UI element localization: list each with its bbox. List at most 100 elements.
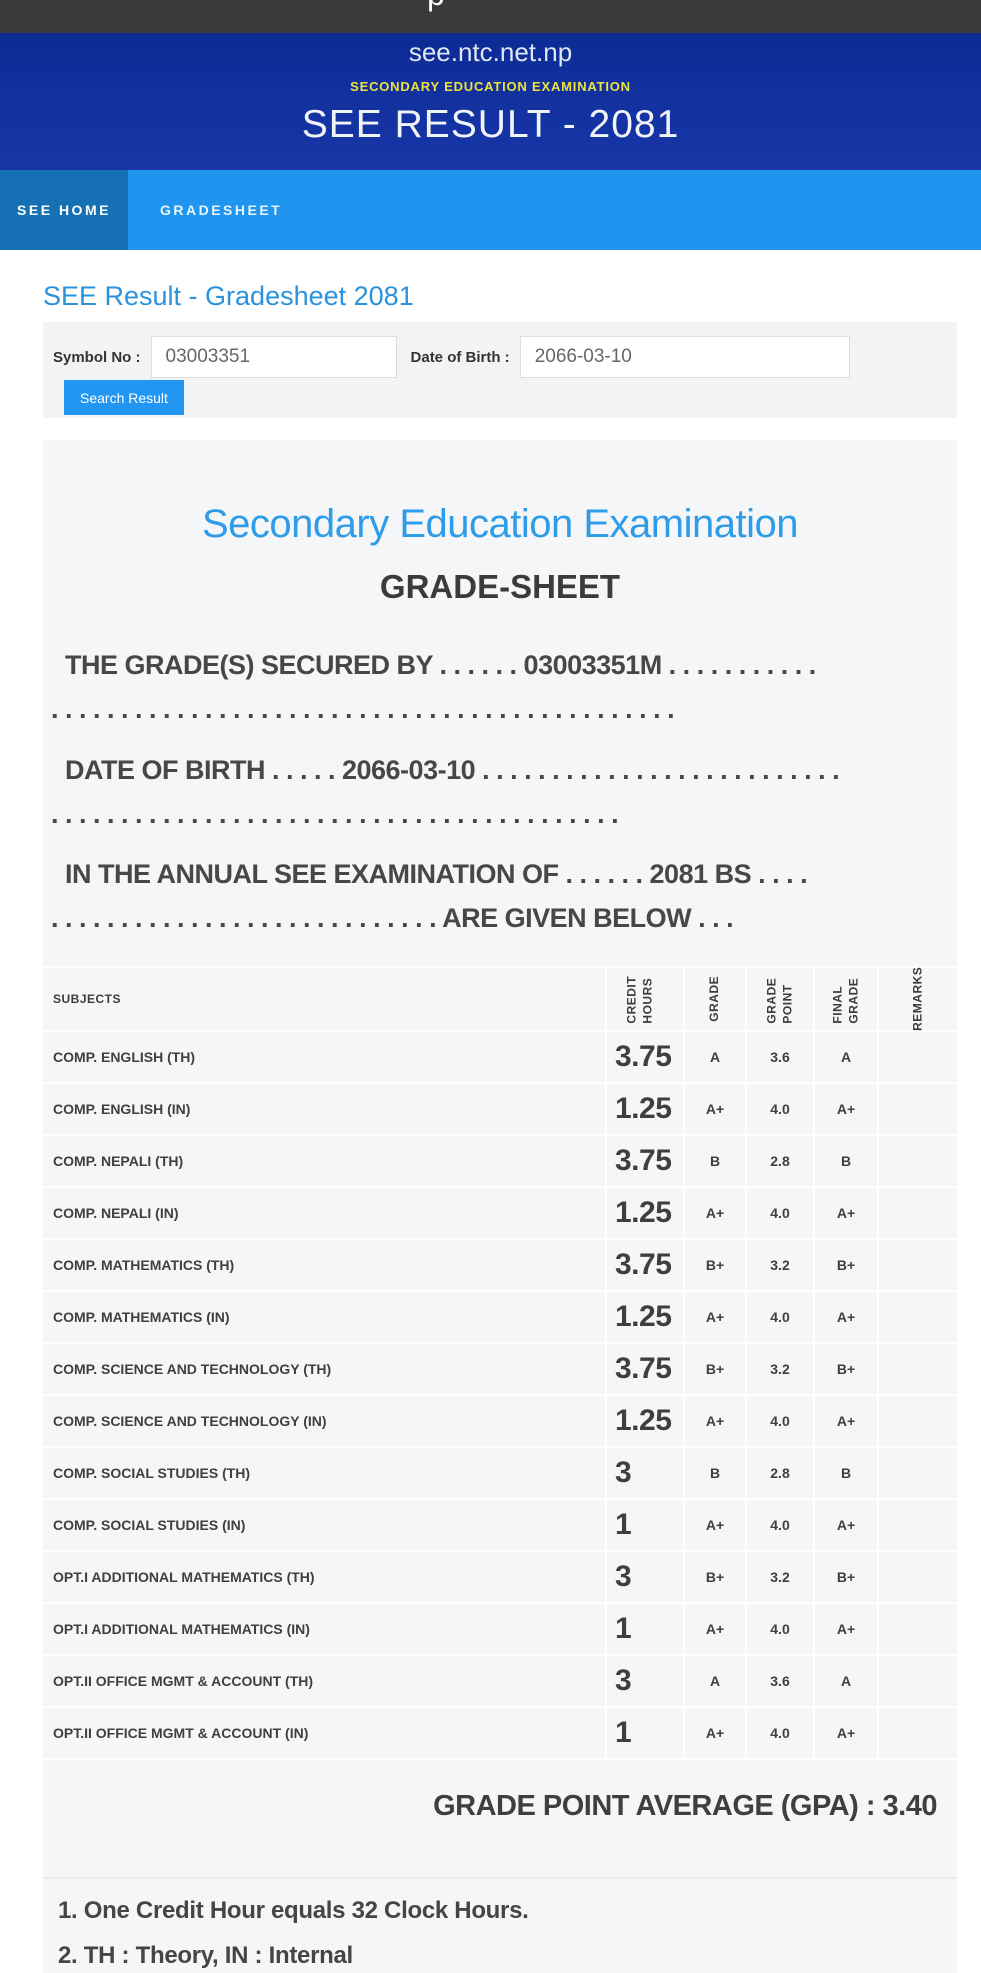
cell-grade: A+ [683, 1188, 745, 1238]
site-title: SEE RESULT - 2081 [301, 103, 680, 146]
nav-tab-see-home[interactable]: SEE HOME [0, 170, 128, 250]
cell-credit-hours: 3.75 [605, 1136, 683, 1186]
cell-subject: COMP. ENGLISH (TH) [53, 1049, 196, 1065]
top-status-bar: p [0, 0, 981, 33]
cell-credit-hours: 3 [605, 1552, 683, 1602]
site-subtitle: SECONDARY EDUCATION EXAMINATION [350, 79, 631, 94]
cell-credit-hours: 1.25 [605, 1084, 683, 1134]
footnotes: 1. One Credit Hour equals 32 Clock Hours… [58, 1888, 529, 1973]
cell-grade-point: 4.0 [745, 1604, 813, 1654]
table-body: COMP. ENGLISH (TH) 3.75 A 3.6 A COMP. EN… [43, 1032, 957, 1760]
cell-grade: A+ [683, 1708, 745, 1758]
table-row: COMP. MATHEMATICS (TH) 3.75 B+ 3.2 B+ [43, 1240, 957, 1292]
table-row: OPT.II OFFICE MGMT & ACCOUNT (TH) 3 A 3.… [43, 1656, 957, 1708]
clipped-page-title-text: p [427, 0, 445, 13]
cell-subject: COMP. SOCIAL STUDIES (IN) [53, 1517, 246, 1533]
cell-grade-point: 3.6 [745, 1656, 813, 1706]
table-row: COMP. NEPALI (IN) 1.25 A+ 4.0 A+ [43, 1188, 957, 1240]
cell-subject: OPT.II OFFICE MGMT & ACCOUNT (TH) [53, 1673, 314, 1689]
cell-grade: B [683, 1448, 745, 1498]
date-of-birth-line: DATE OF BIRTH . . . . . 2066-03-10 . . .… [51, 755, 840, 829]
gradesheet-panel: Secondary Education Examination GRADE-SH… [43, 440, 957, 1973]
cell-subject: COMP. ENGLISH (IN) [53, 1101, 191, 1117]
cell-grade: A [683, 1032, 745, 1082]
table-row: OPT.I ADDITIONAL MATHEMATICS (IN) 1 A+ 4… [43, 1604, 957, 1656]
cell-grade: A+ [683, 1292, 745, 1342]
date-of-birth-input[interactable] [519, 336, 850, 378]
cell-subject: COMP. NEPALI (TH) [53, 1153, 184, 1169]
cell-credit-hours: 3.75 [605, 1344, 683, 1394]
cell-credit-hours: 3 [605, 1448, 683, 1498]
header-grade-point: GRADE POINT [745, 968, 813, 1030]
header-grade: GRADE [683, 968, 745, 1030]
table-row: OPT.I ADDITIONAL MATHEMATICS (TH) 3 B+ 3… [43, 1552, 957, 1604]
cell-credit-hours: 3.75 [605, 1032, 683, 1082]
cell-remarks [877, 1032, 957, 1082]
cell-final-grade: A+ [813, 1708, 877, 1758]
cell-grade-point: 3.6 [745, 1032, 813, 1082]
cell-subject: COMP. SOCIAL STUDIES (TH) [53, 1465, 251, 1481]
cell-credit-hours: 1.25 [605, 1292, 683, 1342]
cell-remarks [877, 1604, 957, 1654]
page-title: SEE Result - Gradesheet 2081 [43, 281, 414, 311]
table-row: OPT.II OFFICE MGMT & ACCOUNT (IN) 1 A+ 4… [43, 1708, 957, 1760]
cell-remarks [877, 1292, 957, 1342]
cell-grade-point: 2.8 [745, 1448, 813, 1498]
cell-grade: B+ [683, 1552, 745, 1602]
cell-remarks [877, 1448, 957, 1498]
header-remarks: REMARKS [877, 967, 957, 1031]
cell-grade: A+ [683, 1396, 745, 1446]
cell-grade-point: 3.2 [745, 1552, 813, 1602]
cell-grade-point: 4.0 [745, 1500, 813, 1550]
cell-credit-hours: 1 [605, 1708, 683, 1758]
table-row: COMP. ENGLISH (IN) 1.25 A+ 4.0 A+ [43, 1084, 957, 1136]
cell-grade-point: 3.2 [745, 1344, 813, 1394]
nav-tab-gradesheet[interactable]: GRADESHEET [160, 202, 283, 218]
cell-grade: B+ [683, 1344, 745, 1394]
cell-remarks [877, 1084, 957, 1134]
table-row: COMP. SOCIAL STUDIES (IN) 1 A+ 4.0 A+ [43, 1500, 957, 1552]
cell-final-grade: A+ [813, 1188, 877, 1238]
board-name-heading: Secondary Education Examination [202, 502, 798, 546]
grades-table: SUBJECTS CREDIT HOURS GRADE GRADE POINT … [43, 966, 957, 1760]
exam-year-line: IN THE ANNUAL SEE EXAMINATION OF . . . .… [51, 859, 808, 933]
date-of-birth-label: Date of Birth : [410, 348, 510, 366]
gradesheet-title: GRADE-SHEET [379, 568, 621, 605]
cell-grade-point: 4.0 [745, 1292, 813, 1342]
search-result-button[interactable]: Search Result [64, 380, 184, 415]
cell-credit-hours: 1.25 [605, 1396, 683, 1446]
cell-grade: A+ [683, 1500, 745, 1550]
cell-grade: A+ [683, 1604, 745, 1654]
cell-final-grade: B [813, 1448, 877, 1498]
cell-grade-point: 4.0 [745, 1084, 813, 1134]
site-masthead: see.ntc.net.np SECONDARY EDUCATION EXAMI… [0, 33, 981, 170]
cell-subject: COMP. MATHEMATICS (IN) [53, 1309, 230, 1325]
cell-remarks [877, 1708, 957, 1758]
table-row: COMP. NEPALI (TH) 3.75 B 2.8 B [43, 1136, 957, 1188]
cell-remarks [877, 1656, 957, 1706]
cell-credit-hours: 1.25 [605, 1188, 683, 1238]
grades-table-header: SUBJECTS CREDIT HOURS GRADE GRADE POINT … [43, 966, 957, 1032]
symbol-no-input[interactable] [150, 336, 397, 378]
gpa-summary: GRADE POINT AVERAGE (GPA) : 3.40 [433, 1790, 937, 1822]
cell-remarks [877, 1136, 957, 1186]
cell-final-grade: A+ [813, 1292, 877, 1342]
cell-grade-point: 2.8 [745, 1136, 813, 1186]
cell-grade-point: 4.0 [745, 1708, 813, 1758]
cell-final-grade: B [813, 1136, 877, 1186]
cell-subject: COMP. MATHEMATICS (TH) [53, 1257, 235, 1273]
cell-grade-point: 4.0 [745, 1396, 813, 1446]
cell-remarks [877, 1344, 957, 1394]
cell-final-grade: A [813, 1656, 877, 1706]
cell-remarks [877, 1240, 957, 1290]
cell-credit-hours: 3.75 [605, 1240, 683, 1290]
cell-subject: OPT.I ADDITIONAL MATHEMATICS (IN) [53, 1621, 310, 1637]
secured-by-line: THE GRADE(S) SECURED BY . . . . . . 0300… [51, 650, 816, 724]
site-domain: see.ntc.net.np [408, 37, 573, 67]
main-nav: SEE HOME GRADESHEET [0, 170, 981, 250]
header-subjects: SUBJECTS [53, 992, 122, 1006]
cell-remarks [877, 1500, 957, 1550]
cell-grade: A [683, 1656, 745, 1706]
footnote-1: 1. One Credit Hour equals 32 Clock Hours… [58, 1897, 529, 1924]
